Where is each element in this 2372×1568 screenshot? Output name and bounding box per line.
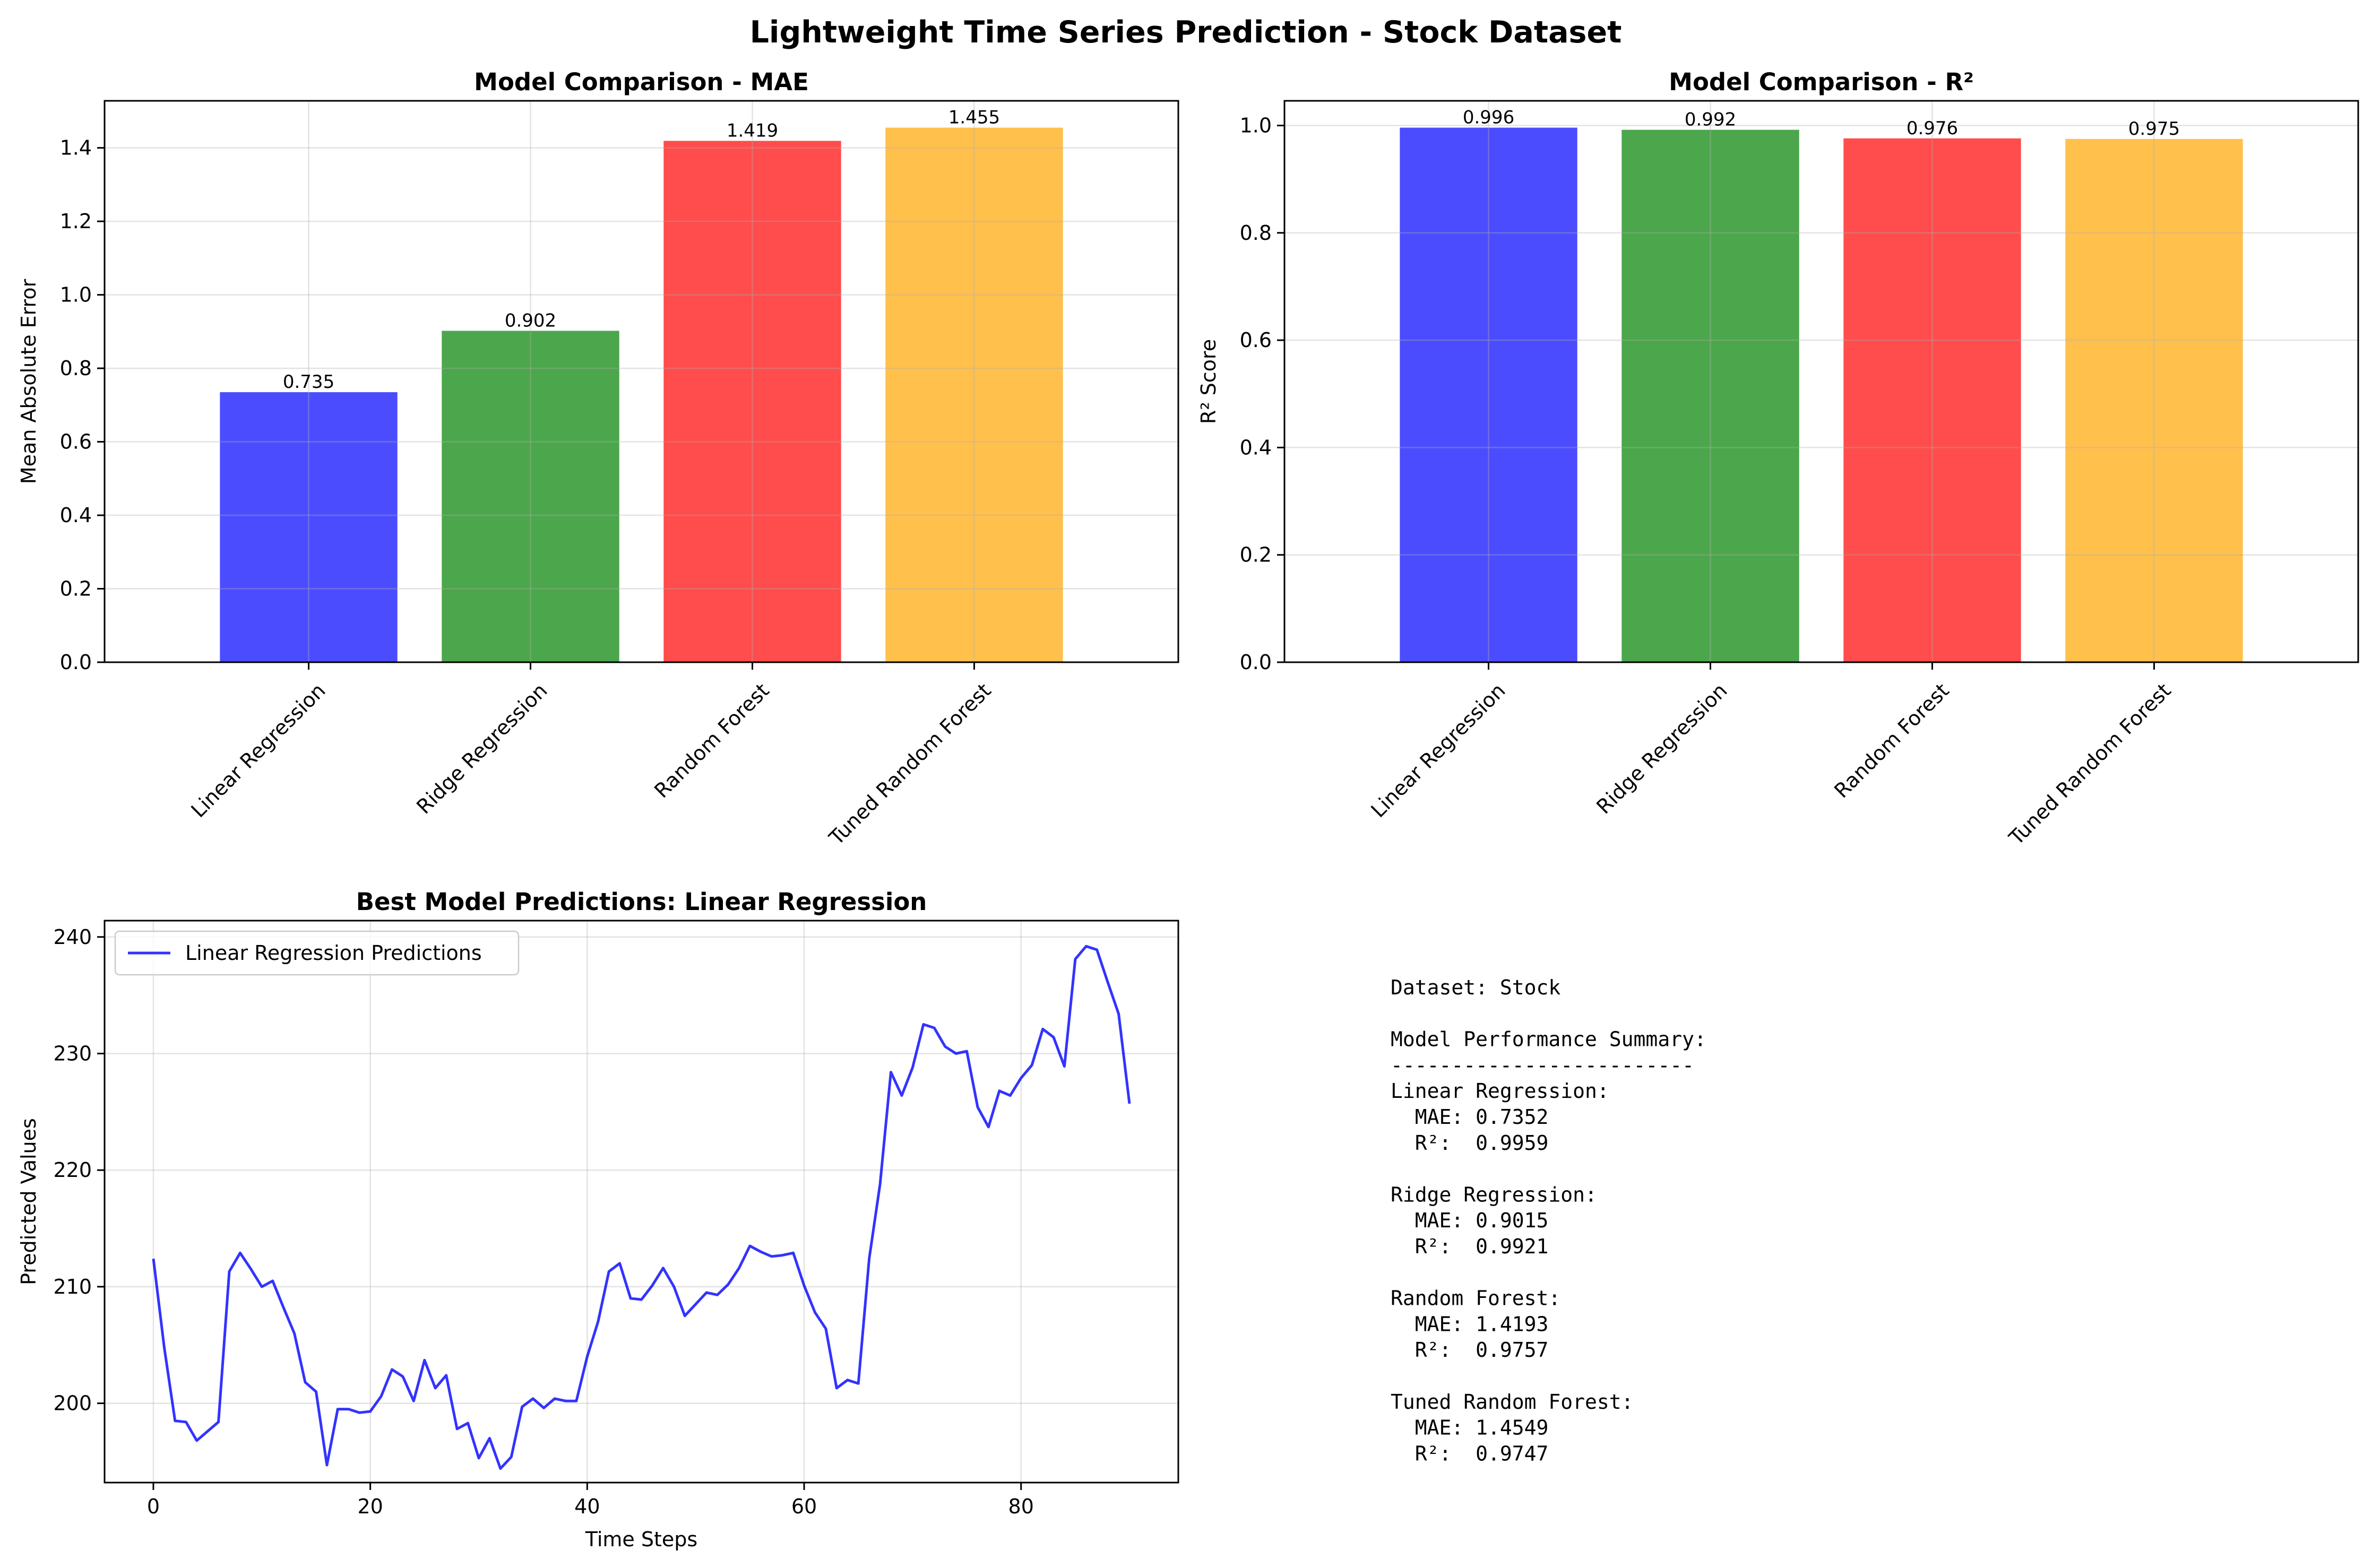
prediction-series-line: [152, 945, 1131, 1470]
plot-frame: [103, 920, 1179, 1484]
y-tick-label: 0.4: [60, 504, 92, 527]
y-tick-label: 240: [53, 925, 92, 949]
y-axis-label: Mean Absolute Error: [17, 279, 40, 484]
summary-line: Ridge Regression:: [1391, 1183, 1597, 1206]
x-tick-label: Ridge Regression: [412, 679, 551, 818]
plot-frame: [1283, 100, 2359, 663]
y-tick-label: 1.4: [60, 136, 92, 160]
x-tick-label: Random Forest: [1830, 679, 1953, 802]
summary-line: R²: 0.9959: [1391, 1131, 1548, 1155]
y-tick-label: 0.6: [1240, 328, 1272, 352]
r2-bar-chart: Model Comparison - R² 0.996 0.992 0.976 0.97…: [1197, 68, 2359, 850]
x-tick-label: Random Forest: [650, 679, 773, 802]
chart-title: Model Comparison - R²: [1669, 68, 1974, 96]
legend-label: Linear Regression Predictions: [185, 941, 482, 965]
bar-value-label: 0.992: [1685, 109, 1736, 131]
y-tick-label: 0.0: [1240, 651, 1272, 674]
bar-3: [1843, 138, 2021, 662]
x-tick-label: 20: [357, 1495, 383, 1518]
y-tick-label: 0.2: [60, 577, 92, 601]
summary-line: -------------------------: [1391, 1053, 1694, 1077]
summary-line: Linear Regression:: [1391, 1079, 1609, 1103]
x-tick-label: Linear Regression: [187, 679, 330, 822]
y-tick-label: 230: [53, 1042, 92, 1065]
summary-line: MAE: 0.7352: [1391, 1105, 1548, 1129]
summary-line: R²: 0.9747: [1391, 1442, 1548, 1465]
x-tick-label: 40: [574, 1495, 600, 1518]
predictions-line-chart: Best Model Predictions: Linear Regressio…: [17, 888, 1179, 1551]
bar-1: [1400, 127, 1577, 662]
plot-frame: [103, 100, 1179, 663]
summary-line: R²: 0.9757: [1391, 1338, 1548, 1362]
y-tick-label: 0.2: [1240, 543, 1272, 567]
y-axis-label: R² Score: [1197, 339, 1220, 424]
y-tick-label: 1.0: [1240, 114, 1272, 137]
x-tick-label: 60: [791, 1495, 817, 1518]
bar-1: [220, 392, 398, 662]
summary-line: MAE: 1.4549: [1391, 1416, 1548, 1440]
mae-bar-chart: Model Comparison - MAE 0.735 0.902 1.419 1.4…: [17, 68, 1179, 850]
bar-value-label: 0.902: [505, 310, 556, 331]
bar-value-label: 0.976: [1907, 118, 1958, 139]
bar-value-label: 0.735: [283, 371, 334, 393]
summary-line: Dataset: Stock: [1391, 976, 1560, 999]
legend: Linear Regression Predictions: [114, 930, 520, 976]
y-tick-label: 0.8: [1240, 221, 1272, 245]
bar-value-label: 0.975: [2128, 118, 2180, 140]
summary-line: MAE: 0.9015: [1391, 1209, 1548, 1232]
bar-value-label: 0.996: [1463, 107, 1514, 128]
y-tick-label: 220: [53, 1158, 92, 1182]
x-tick-label: Tuned Random Forest: [2004, 679, 2176, 850]
bar-3: [663, 141, 841, 662]
y-tick-label: 0.0: [60, 651, 92, 674]
y-tick-label: 0.8: [60, 357, 92, 380]
legend-box: [114, 930, 520, 976]
bar-value-label: 1.419: [727, 120, 778, 141]
bar-2: [1621, 129, 1799, 662]
bar-4: [2065, 138, 2243, 662]
y-tick-label: 1.2: [60, 210, 92, 233]
chart-title: Best Model Predictions: Linear Regressio…: [356, 888, 927, 916]
bar-value-label: 1.455: [948, 107, 1000, 128]
x-tick-label: Linear Regression: [1367, 679, 1510, 822]
summary-text-block: Dataset: Stock Model Performance Summary:…: [1391, 976, 1706, 1465]
bar-4: [885, 127, 1063, 663]
summary-line: Random Forest:: [1391, 1287, 1560, 1310]
bar-2: [442, 331, 619, 662]
chart-title: Model Comparison - MAE: [474, 68, 809, 96]
x-tick-label: Ridge Regression: [1592, 679, 1731, 818]
y-tick-label: 210: [53, 1275, 92, 1298]
figure-title: Lightweight Time Series Prediction - Sto…: [750, 15, 1622, 50]
x-tick-label: Tuned Random Forest: [824, 679, 996, 850]
y-axis-label: Predicted Values: [17, 1118, 40, 1285]
y-tick-label: 0.4: [1240, 436, 1272, 459]
y-tick-label: 0.6: [60, 430, 92, 454]
y-tick-label: 200: [53, 1392, 92, 1415]
summary-line: R²: 0.9921: [1391, 1235, 1548, 1258]
summary-line: Model Performance Summary:: [1391, 1028, 1706, 1051]
y-tick-label: 1.0: [60, 283, 92, 307]
x-tick-label: 0: [147, 1495, 160, 1518]
x-tick-label: 80: [1008, 1495, 1034, 1518]
summary-line: Tuned Random Forest:: [1391, 1390, 1634, 1414]
x-axis-label: Time Steps: [585, 1528, 697, 1551]
summary-line: MAE: 1.4193: [1391, 1312, 1548, 1336]
